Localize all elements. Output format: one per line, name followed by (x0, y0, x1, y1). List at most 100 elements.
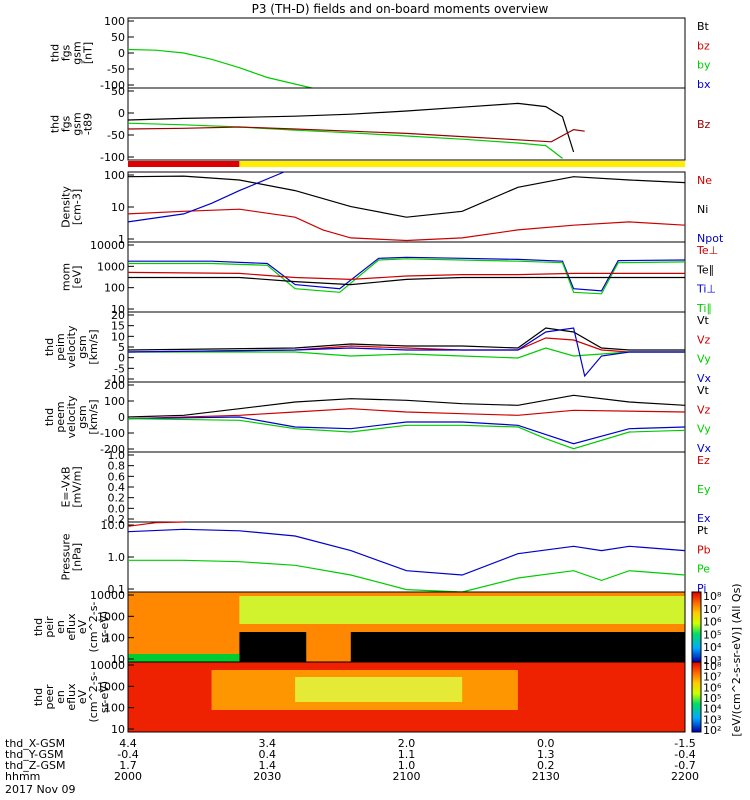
y-tick-label: -50 (107, 63, 125, 76)
y-axis-label: eflux (65, 683, 78, 711)
x-tick-label: 0.4 (259, 748, 277, 761)
y-axis-label: velocity (65, 325, 78, 368)
legend-by: by (697, 59, 711, 72)
y-tick-label: 1000 (97, 680, 125, 693)
series-Ne (127, 208, 686, 242)
strip-yellow (239, 161, 685, 167)
y-tick-label: 0.4 (108, 481, 126, 494)
legend-Vx: Vx (697, 372, 712, 385)
x-tick-label: 1.4 (259, 759, 277, 772)
panel-frame (127, 171, 686, 243)
y-axis-label: velocity (65, 395, 78, 438)
x-tick-label: 1.3 (537, 748, 555, 761)
legend-Pb: Pb (697, 543, 711, 556)
y-tick-label: 0 (118, 47, 125, 60)
legend-Vx: Vx (697, 442, 712, 455)
y-tick-label: -10 (107, 373, 125, 386)
colorbar-tick: 10⁶ (703, 681, 722, 694)
y-tick-label: -5 (114, 362, 125, 375)
panel-3: 100 10 1 Density[cm-3] Ne Ni Npot (60, 169, 724, 246)
colorbar-tick: 10⁸ (703, 660, 722, 673)
panel-4: 10000 1000 100 10 mom[eV] Te⊥ Te∥ Ti⊥ Ti∥ (60, 239, 719, 316)
colorbar-tick: 10⁴ (703, 641, 722, 654)
y-tick-label: 0.0 (108, 502, 126, 515)
y-axis-label: gsm (71, 112, 84, 135)
y-tick-label: 100 (104, 702, 125, 715)
x-tick-label: 2130 (532, 770, 560, 783)
colorbar-tick: 10⁶ (703, 616, 722, 629)
y-axis-label: [km/s] (87, 329, 100, 364)
y-axis-label: en (54, 690, 67, 704)
y-axis-label: en (54, 620, 67, 634)
x-tick-label: 2.0 (398, 737, 416, 750)
x-tick-label: 1.7 (119, 759, 137, 772)
y-axis-label: [km/s] (87, 399, 100, 434)
y-tick-label: 1.0 (108, 551, 126, 564)
y-tick-label: 10 (111, 303, 125, 316)
y-tick-label: 10000 (90, 659, 125, 672)
y-tick-label: 0 (118, 352, 125, 365)
x-row-label: thd_X-GSM (5, 737, 65, 750)
series-Te∥ (128, 276, 685, 286)
y-axis-label: thd (43, 338, 56, 356)
y-tick-label: -50 (107, 129, 125, 142)
y-tick-label: -200 (100, 443, 125, 456)
y-tick-label: 0.1 (108, 583, 126, 596)
y-axis-label: peim (54, 333, 67, 361)
legend-Bz: Bz (697, 118, 711, 131)
y-tick-label: 20 (111, 309, 125, 322)
y-axis-label: (cm^2-s- (87, 672, 100, 723)
x-tick-label: 4.4 (119, 737, 137, 750)
y-axis-label: peir (43, 616, 56, 638)
panel-9: 10⁸10⁷10⁶10⁵10⁴10³10000100010010thdpeire… (32, 589, 722, 667)
legend-bz: bz (697, 39, 710, 52)
x-row-label: hhmm (5, 770, 40, 783)
y-axis-label: [nPa] (71, 543, 84, 571)
legend-Vz: Vz (697, 333, 711, 346)
colorbar-1 (691, 591, 702, 663)
plot-title: P3 (TH-D) fields and on-board moments ov… (252, 2, 549, 16)
legend-Te∥: Te∥ (696, 263, 714, 276)
y-axis-label: Density (60, 186, 73, 228)
y-axis-label: -t89 (82, 113, 95, 135)
y-tick-label: 100 (104, 632, 125, 645)
y-axis-label: gsm (76, 335, 89, 358)
series-Ti∥ (128, 258, 686, 295)
panel-frame (127, 87, 686, 161)
x-tick-label: 0.2 (537, 759, 555, 772)
colorbar-tick: 10⁵ (703, 628, 721, 641)
y-tick-label: 1000 (97, 610, 125, 623)
colorbar-tick: 10³ (703, 713, 721, 726)
x-tick-label: 2000 (114, 770, 142, 783)
y-tick-label: 100 (104, 169, 125, 182)
y-tick-label: 200 (104, 379, 125, 392)
y-axis-label: [eV] (71, 266, 84, 289)
series-Pb (127, 521, 184, 527)
x-tick-label: 0.0 (537, 737, 555, 750)
legend-Vt: Vt (697, 384, 710, 397)
legend-Ni: Ni (697, 203, 708, 216)
x-tick-label: -1.5 (674, 737, 695, 750)
y-tick-label: 0.2 (108, 492, 126, 505)
y-axis-label: [mV/m] (71, 466, 84, 507)
y-tick-label: 10 (111, 723, 125, 736)
y-tick-label: 1.0 (108, 449, 126, 462)
y-tick-label: 1 (118, 233, 125, 246)
x-tick-label: 2030 (253, 770, 281, 783)
y-axis-label: [cm-3] (71, 189, 84, 225)
colorbar-tick: 10⁷ (703, 671, 721, 684)
series-Te⊥ (127, 271, 685, 281)
y-axis-label: peem (54, 401, 67, 432)
legend-Pt: Pt (697, 524, 709, 537)
series-Npot (127, 171, 285, 223)
y-tick-label: 0.8 (108, 460, 126, 473)
x-tick-label: 2200 (671, 770, 699, 783)
y-axis-label: gsm (71, 41, 84, 64)
y-tick-label: 0.6 (108, 470, 126, 483)
y-axis-label: sr-eV) (98, 681, 111, 713)
x-tick-label: 1.0 (398, 759, 416, 772)
